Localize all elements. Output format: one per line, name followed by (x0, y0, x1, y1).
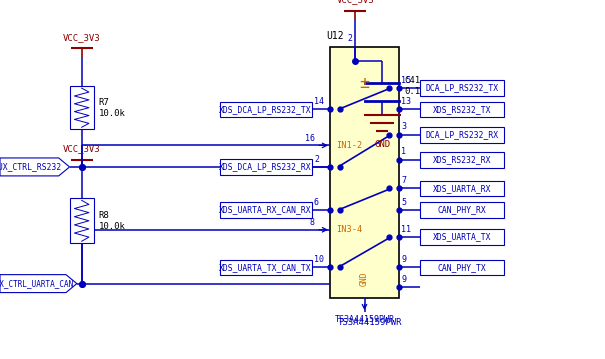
FancyBboxPatch shape (420, 80, 504, 96)
Text: IN1-2: IN1-2 (336, 141, 362, 150)
Polygon shape (0, 275, 77, 293)
Text: GND: GND (374, 140, 390, 149)
Text: 13: 13 (401, 97, 411, 106)
FancyBboxPatch shape (420, 127, 504, 143)
Text: ±: ± (359, 74, 370, 92)
Text: 0.1μF: 0.1μF (404, 87, 431, 96)
Text: 9: 9 (401, 255, 406, 264)
Text: IN3-4: IN3-4 (336, 225, 362, 234)
Text: 2: 2 (347, 34, 352, 43)
FancyBboxPatch shape (420, 181, 504, 196)
Bar (330, 47, 399, 298)
Text: C41: C41 (404, 76, 420, 85)
Text: TS3A44159PWR: TS3A44159PWR (338, 318, 403, 327)
Text: GND: GND (360, 271, 369, 285)
Text: CAN_PHY_RX: CAN_PHY_RX (438, 205, 486, 215)
FancyBboxPatch shape (420, 102, 504, 117)
Polygon shape (0, 158, 70, 176)
Text: 8: 8 (310, 218, 315, 227)
Text: R7: R7 (99, 98, 110, 107)
Text: MUX_CTRL_UARTA_CAN: MUX_CTRL_UARTA_CAN (0, 279, 73, 288)
FancyBboxPatch shape (420, 260, 504, 275)
Bar (70, 198, 94, 243)
Text: 10.0k: 10.0k (99, 108, 125, 118)
Text: XDS_UARTA_TX_CAN_TX: XDS_UARTA_TX_CAN_TX (219, 263, 312, 272)
Text: XDS_UARTA_TX: XDS_UARTA_TX (433, 232, 491, 242)
Text: CAN_PHY_TX: CAN_PHY_TX (438, 263, 486, 272)
Text: R8: R8 (99, 211, 110, 220)
Text: 5: 5 (401, 197, 406, 207)
Text: 3: 3 (401, 122, 406, 131)
Text: VCC_3V3: VCC_3V3 (63, 144, 100, 153)
Text: 1: 1 (401, 147, 406, 157)
FancyBboxPatch shape (420, 202, 504, 218)
Text: 7: 7 (401, 176, 406, 185)
Text: 14: 14 (314, 97, 324, 106)
FancyBboxPatch shape (420, 229, 504, 245)
Text: DCA_LP_RS232_RX: DCA_LP_RS232_RX (426, 130, 499, 139)
FancyBboxPatch shape (420, 152, 504, 168)
Text: TS3A44159PWR: TS3A44159PWR (335, 315, 394, 324)
Bar (70, 86, 94, 130)
FancyBboxPatch shape (220, 159, 312, 175)
FancyBboxPatch shape (220, 260, 312, 275)
Text: 10: 10 (314, 255, 324, 264)
FancyBboxPatch shape (220, 102, 312, 117)
Text: XDS_DCA_LP_RS232_RX: XDS_DCA_LP_RS232_RX (219, 162, 312, 172)
Text: XDS_UARTA_RX_CAN_RX: XDS_UARTA_RX_CAN_RX (219, 205, 312, 215)
Text: U12: U12 (327, 31, 344, 41)
Text: 6: 6 (314, 197, 319, 207)
Text: VCC_3V3: VCC_3V3 (336, 0, 374, 4)
Text: VCC_3V3: VCC_3V3 (63, 33, 100, 42)
Text: 16: 16 (304, 134, 315, 143)
Text: XDS_RS232_TX: XDS_RS232_TX (433, 105, 491, 114)
Text: 15: 15 (401, 75, 411, 85)
Text: XDS_RS232_RX: XDS_RS232_RX (433, 155, 491, 164)
Text: DCA_LP_RS232_TX: DCA_LP_RS232_TX (426, 83, 499, 93)
Text: XDS_UARTA_RX: XDS_UARTA_RX (433, 184, 491, 193)
FancyBboxPatch shape (220, 202, 312, 218)
Text: MUX_CTRL_RS232: MUX_CTRL_RS232 (0, 162, 62, 172)
Text: 11: 11 (401, 224, 411, 234)
Text: XDS_DCA_LP_RS232_TX: XDS_DCA_LP_RS232_TX (219, 105, 312, 114)
Text: 2: 2 (314, 154, 319, 164)
Text: 10.0k: 10.0k (99, 222, 125, 231)
Text: 9: 9 (401, 275, 406, 284)
